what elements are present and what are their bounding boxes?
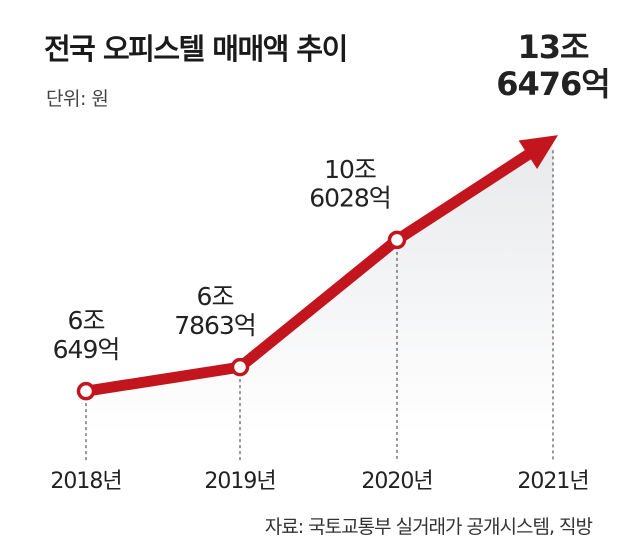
- area-fill: [86, 138, 553, 435]
- value-label-2: 6조 7863억: [174, 282, 256, 340]
- unit-label: 단위: 원: [46, 88, 109, 110]
- value-label-line: 10조: [324, 155, 376, 184]
- x-tick-label: 2020년: [361, 469, 432, 494]
- value-label-line: 6476억: [496, 65, 610, 103]
- value-label-4: 13조 6476억: [496, 28, 610, 103]
- x-tick-label: 2018년: [50, 469, 121, 494]
- value-label-line: 6조: [197, 282, 234, 311]
- source-note: 자료: 국토교통부 실거래가 공개시스템, 직방: [264, 516, 593, 538]
- chart-title: 전국 오피스텔 매매액 추이: [44, 32, 348, 66]
- arrow-head: [518, 135, 559, 170]
- x-tick-label: 2019년: [204, 469, 275, 494]
- series-line: [85, 146, 536, 397]
- x-tick-label: 2021년: [517, 469, 588, 494]
- value-label-line: 7863억: [174, 311, 256, 340]
- value-label-line: 649억: [53, 335, 120, 364]
- data-point-1: [76, 381, 96, 401]
- value-label-3: 10조 6028억: [309, 155, 391, 213]
- data-point-2: [230, 357, 250, 377]
- data-point-3: [387, 230, 407, 250]
- value-label-line: 13조: [518, 28, 590, 66]
- value-label-1: 6조 649억: [53, 306, 120, 364]
- value-label-line: 6조: [68, 306, 105, 335]
- value-label-line: 6028억: [309, 184, 391, 213]
